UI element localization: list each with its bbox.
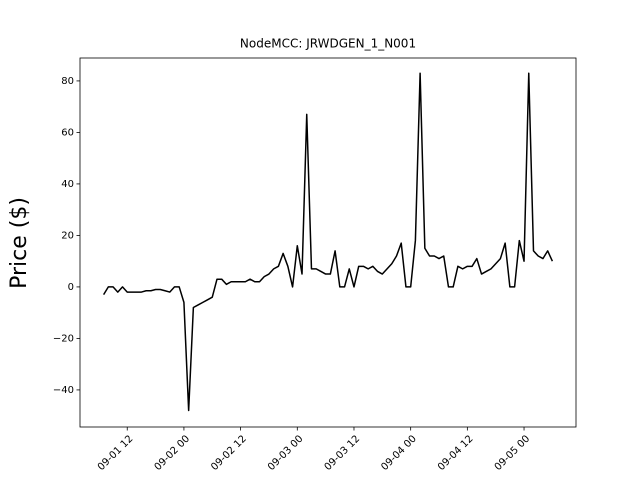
y-axis-label: Price ($) <box>7 197 32 289</box>
x-tick-label: 09-02 00 <box>153 433 193 473</box>
x-tick-label: 09-01 12 <box>96 433 136 473</box>
plot-frame <box>79 57 577 428</box>
y-tick-label: 0 <box>68 282 74 293</box>
x-tick-label: 09-04 00 <box>379 433 419 473</box>
y-tick-label: 20 <box>61 230 74 241</box>
x-tick-label: 09-03 00 <box>266 433 306 473</box>
x-tick-label: 09-03 12 <box>323 433 363 473</box>
y-tick-label: −20 <box>53 333 74 344</box>
x-tick-label: 09-02 12 <box>209 433 249 473</box>
x-tick-label: 09-05 00 <box>493 433 533 473</box>
y-tick-label: −40 <box>53 385 74 396</box>
x-tick-label: 09-04 12 <box>436 433 476 473</box>
y-tick-label: 80 <box>61 76 74 87</box>
price-line <box>102 72 554 412</box>
y-tick-label: 40 <box>61 179 74 190</box>
y-tick-label: 60 <box>61 127 74 138</box>
chart-title: NodeMCC: JRWDGEN_1_N001 <box>240 37 416 51</box>
